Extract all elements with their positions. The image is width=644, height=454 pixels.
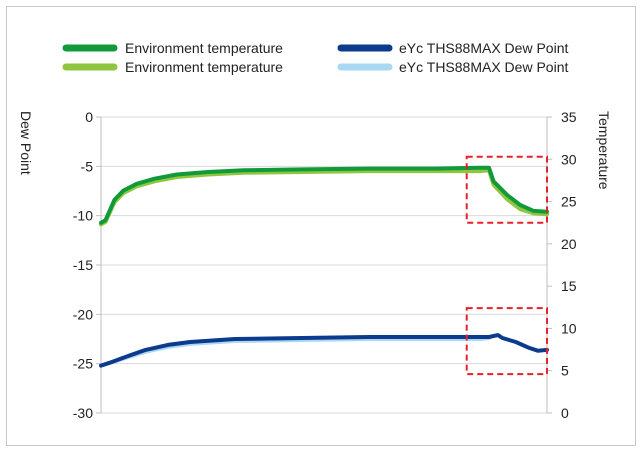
right-axis-title: Temperature [596,111,612,190]
right-tick-label: 30 [561,151,577,167]
left-tick-label: -30 [73,405,93,421]
right-tick-label: 10 [561,320,577,336]
left-tick-label: -5 [81,158,94,174]
dew-point-chart: 0 -5 -10 -15 -20 -25 -30 35 30 25 20 15 10 5 0 Dew Poin… [18,40,612,421]
left-tick-label: -15 [73,257,93,273]
left-axis-title: Dew Point [18,111,34,175]
left-tick-label: 0 [85,109,93,125]
right-tick-label: 35 [561,109,577,125]
left-tick-label: -20 [73,306,93,322]
right-tick-label: 5 [561,363,569,379]
legend-label: eYc THS88MAX Dew Point [399,59,568,75]
series-line [99,333,549,368]
right-tick-label: 25 [561,194,577,210]
right-tick-label: 0 [561,405,569,421]
left-tick-label: -10 [73,208,93,224]
right-tick-label: 15 [561,278,577,294]
highlight-box [465,155,548,224]
legend-label: Environment temperature [125,40,283,56]
series-line [99,168,549,227]
highlight-box [465,307,548,376]
legend-label: eYc THS88MAX Dew Point [399,40,568,56]
right-tick-label: 20 [561,236,577,252]
legend-label: Environment temperature [125,59,283,75]
left-tick-label: -25 [73,356,93,372]
series-line [99,336,491,368]
chart-frame: 0 -5 -10 -15 -20 -25 -30 35 30 25 20 15 10 5 0 Dew Poin… [6,6,636,446]
series-line [99,165,549,225]
